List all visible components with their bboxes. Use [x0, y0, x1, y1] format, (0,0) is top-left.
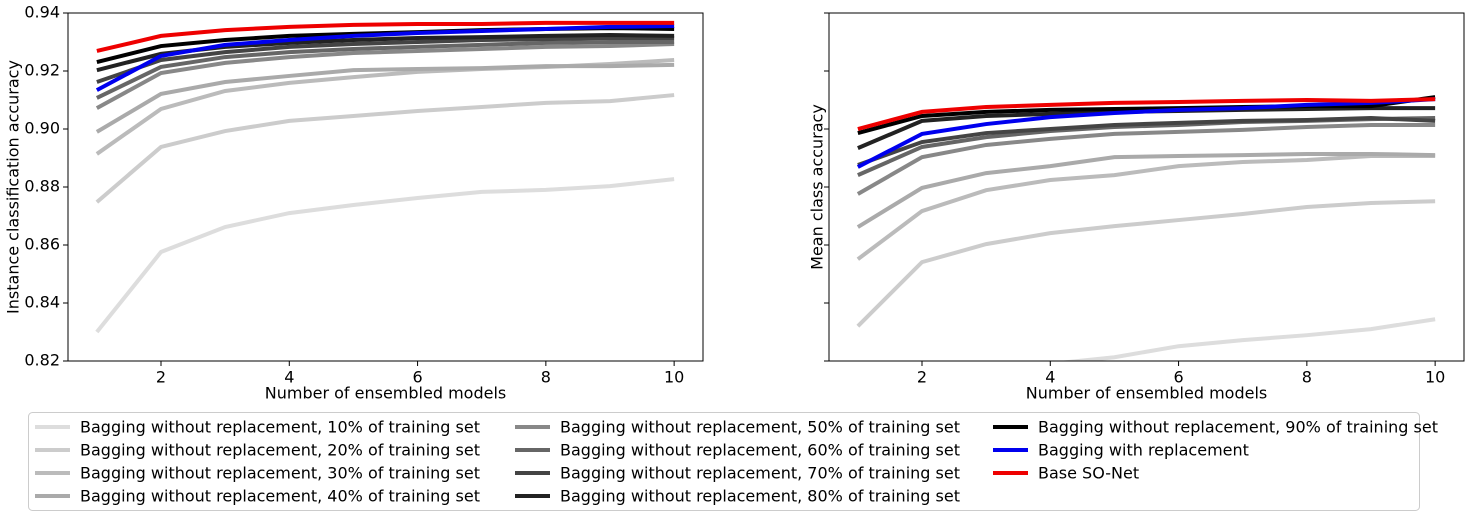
- legend-label: Base SO-Net: [1038, 464, 1139, 483]
- legend-label: Bagging without replacement, 10% of trai…: [80, 418, 480, 437]
- series-line: [856, 153, 1436, 261]
- y-tick-label: 0.84: [24, 293, 60, 312]
- series-line: [95, 177, 675, 334]
- legend-label: Bagging without replacement, 90% of trai…: [1038, 418, 1438, 437]
- y-tick-label: 0.90: [24, 119, 60, 138]
- x-tick-label: 8: [1302, 368, 1312, 387]
- y-tick-label: 0.86: [24, 235, 60, 254]
- series-line: [95, 42, 675, 110]
- legend-label: Bagging with replacement: [1038, 441, 1249, 460]
- series-line: [95, 40, 675, 100]
- legend-label: Bagging without replacement, 80% of trai…: [560, 487, 960, 506]
- series-line: [857, 115, 1436, 167]
- x-tick-label: 4: [1045, 368, 1055, 387]
- y-tick-label: 0.88: [24, 177, 60, 196]
- series-line: [1058, 317, 1436, 361]
- x-tick-label: 10: [664, 368, 684, 387]
- lines: [856, 95, 1436, 361]
- x-tick-label: 2: [917, 368, 927, 387]
- y-axis-label: Instance classification accuracy: [4, 60, 23, 314]
- legend-label: Bagging without replacement, 60% of trai…: [560, 441, 960, 460]
- series-line: [856, 122, 1436, 196]
- lines: [95, 20, 675, 334]
- legend-label: Bagging without replacement, 50% of trai…: [560, 418, 960, 437]
- legend-label: Bagging without replacement, 40% of trai…: [80, 487, 480, 506]
- legend-box: [28, 412, 1420, 511]
- series-line: [856, 199, 1436, 328]
- y-tick-label: 0.94: [24, 3, 60, 22]
- x-tick-label: 10: [1425, 368, 1445, 387]
- x-axis-label: Number of ensembled models: [1026, 384, 1267, 403]
- series-line: [856, 151, 1436, 229]
- x-tick-label: 4: [284, 368, 294, 387]
- y-tick-label: 0.92: [24, 61, 60, 80]
- legend-label: Bagging without replacement, 30% of trai…: [80, 464, 480, 483]
- series-line: [95, 24, 675, 92]
- series-line: [96, 35, 675, 84]
- y-tick-label: 0.82: [24, 351, 60, 370]
- series-line: [856, 97, 1436, 169]
- series-line: [857, 97, 1436, 131]
- series-line: [95, 93, 675, 204]
- y-axis-label: Mean class accuracy: [808, 104, 827, 270]
- legend-label: Bagging without replacement, 20% of trai…: [80, 441, 480, 460]
- x-axis-label: Number of ensembled models: [265, 384, 506, 403]
- x-tick-label: 2: [156, 368, 166, 387]
- x-tick-label: 8: [541, 368, 551, 387]
- series-line: [96, 20, 675, 53]
- series-line: [95, 62, 675, 134]
- x-tick-label: 6: [412, 368, 422, 387]
- series-line: [857, 95, 1436, 135]
- x-tick-label: 6: [1173, 368, 1183, 387]
- legend-label: Bagging without replacement, 70% of trai…: [560, 464, 960, 483]
